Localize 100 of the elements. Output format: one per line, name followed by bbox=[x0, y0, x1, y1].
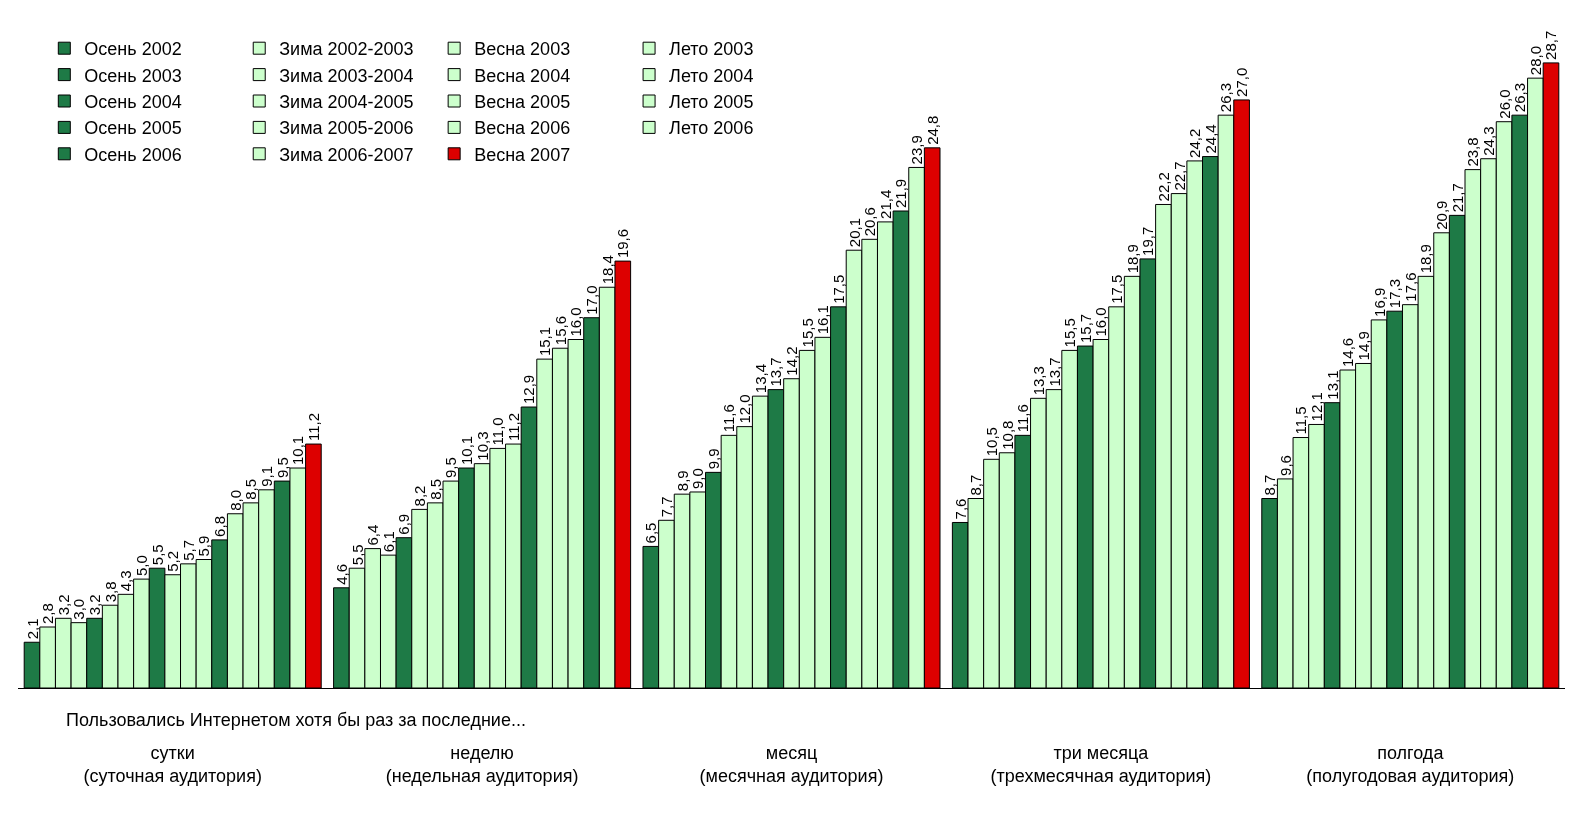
data-label: 17,5 bbox=[1108, 274, 1126, 304]
legend-label: Лето 2003 bbox=[669, 39, 754, 60]
data-label: 3,8 bbox=[101, 581, 119, 603]
data-label: 24,4 bbox=[1201, 124, 1219, 154]
data-label: 6,5 bbox=[642, 522, 660, 544]
data-label: 6,8 bbox=[211, 516, 229, 537]
data-label: 19,7 bbox=[1139, 226, 1157, 256]
legend-label: Лето 2005 bbox=[669, 92, 754, 113]
x-tick-label: полгода (полугодовая аудитория) bbox=[1306, 742, 1515, 786]
data-label: 9,5 bbox=[442, 457, 460, 479]
data-label: 17,6 bbox=[1401, 272, 1419, 302]
data-label: 26,3 bbox=[1217, 82, 1235, 113]
data-label: 9,1 bbox=[257, 465, 275, 487]
data-label: 22,2 bbox=[1154, 172, 1172, 202]
legend-label: Зима 2002-2003 bbox=[279, 39, 414, 60]
data-label: 16,0 bbox=[1092, 307, 1110, 337]
data-label: 15,7 bbox=[1076, 313, 1094, 344]
data-label: 3,2 bbox=[86, 594, 104, 616]
data-label: 27,0 bbox=[1233, 67, 1251, 97]
data-label: 2,8 bbox=[39, 603, 57, 625]
x-tick-label: три месяца (трехмесячная аудитория) bbox=[990, 742, 1212, 786]
data-label: 26,0 bbox=[1495, 89, 1513, 119]
data-label: 5,0 bbox=[132, 555, 150, 577]
legend-label: Осень 2002 bbox=[84, 39, 182, 60]
data-label: 20,9 bbox=[1433, 200, 1451, 230]
legend-label: Зима 2005-2006 bbox=[279, 118, 414, 139]
data-label: 9,6 bbox=[1276, 455, 1294, 476]
data-label: 5,2 bbox=[164, 550, 182, 572]
data-label: 10,1 bbox=[457, 435, 475, 466]
text: Пользовались Интернетом хотя бы раз за последние... bbox=[66, 710, 526, 730]
data-label: 26,3 bbox=[1511, 82, 1529, 113]
data-label: 3,2 bbox=[54, 594, 72, 616]
data-label: 6,4 bbox=[364, 524, 382, 546]
legend-label: Зима 2003-2004 bbox=[279, 65, 414, 86]
data-label: 16,1 bbox=[814, 305, 832, 335]
data-label: 10,3 bbox=[473, 431, 491, 461]
data-label: 4,6 bbox=[332, 563, 350, 585]
data-label: 14,2 bbox=[783, 346, 800, 376]
data-label: 23,9 bbox=[908, 135, 926, 165]
data-label: 8,0 bbox=[226, 489, 244, 511]
data-label: 17,0 bbox=[583, 285, 601, 315]
data-label: 15,5 bbox=[798, 318, 816, 348]
data-label: 9,9 bbox=[704, 448, 722, 470]
data-label: 28,7 bbox=[1542, 30, 1560, 60]
data-label: 8,9 bbox=[673, 470, 691, 492]
data-label: 24,3 bbox=[1479, 126, 1497, 156]
legend-label: Осень 2006 bbox=[84, 144, 182, 165]
data-label: 14,9 bbox=[1354, 331, 1372, 361]
data-label: 6,9 bbox=[395, 513, 413, 535]
data-label: 7,6 bbox=[951, 498, 969, 520]
legend-label: Весна 2005 bbox=[474, 92, 571, 113]
data-label: 11,0 bbox=[489, 417, 507, 446]
data-label: 11,2 bbox=[504, 412, 522, 442]
data-label: 8,7 bbox=[967, 474, 985, 496]
data-label: 18,4 bbox=[598, 255, 616, 285]
legend-label: Осень 2003 bbox=[84, 65, 182, 86]
data-label: 9,0 bbox=[689, 468, 707, 489]
data-label: 11,2 bbox=[304, 412, 322, 442]
data-label: 13,1 bbox=[1323, 370, 1341, 400]
data-label: 23,8 bbox=[1464, 137, 1482, 167]
data-label: 7,7 bbox=[657, 496, 675, 518]
data-label: 21,7 bbox=[1448, 183, 1466, 213]
data-label: 10,8 bbox=[998, 420, 1016, 450]
data-label: 24,2 bbox=[1186, 128, 1204, 158]
x-tick-label: месяц (месячная аудитория) bbox=[699, 742, 884, 786]
data-label: 17,3 bbox=[1386, 279, 1404, 309]
legend-label: Осень 2005 bbox=[84, 118, 182, 139]
x-tick-label: неделю (недельная аудитория) bbox=[385, 742, 579, 786]
data-label: 20,6 bbox=[861, 207, 879, 237]
data-label: 19,6 bbox=[614, 228, 632, 259]
data-label: 13,7 bbox=[767, 357, 785, 387]
legend-label: Весна 2006 bbox=[474, 118, 571, 139]
data-label: 5,5 bbox=[148, 544, 166, 566]
data-label: 11,6 bbox=[1014, 404, 1032, 433]
data-label: 22,7 bbox=[1170, 161, 1188, 191]
data-label: 12,0 bbox=[736, 394, 754, 424]
data-label: 13,3 bbox=[1029, 366, 1047, 396]
data-label: 18,9 bbox=[1123, 244, 1141, 274]
data-label: 17,5 bbox=[829, 274, 847, 304]
data-label: 3,0 bbox=[70, 598, 88, 620]
data-label: 12,1 bbox=[1308, 392, 1326, 422]
data-label: 15,5 bbox=[1061, 318, 1079, 348]
data-label: 20,1 bbox=[845, 218, 863, 248]
data-label: 13,7 bbox=[1045, 357, 1063, 387]
data-label: 2,1 bbox=[23, 618, 41, 640]
data-label: 10,5 bbox=[982, 427, 1000, 457]
data-label: 9,5 bbox=[273, 457, 291, 479]
legend-label: Зима 2006-2007 bbox=[279, 144, 414, 165]
data-label: 14,6 bbox=[1339, 337, 1357, 367]
x-tick-label: сутки (суточная аудитория) bbox=[83, 742, 262, 786]
data-label: 21,4 bbox=[876, 189, 894, 219]
legend-label: Весна 2007 bbox=[474, 144, 571, 165]
data-label: 4,3 bbox=[117, 570, 135, 592]
data-label: 16,9 bbox=[1370, 287, 1388, 317]
data-label: 28,0 bbox=[1526, 45, 1544, 76]
data-label: 8,5 bbox=[426, 479, 444, 500]
data-label: 8,5 bbox=[242, 479, 260, 500]
data-label: 5,7 bbox=[179, 539, 197, 561]
data-label: 6,1 bbox=[379, 531, 397, 553]
data-label: 8,7 bbox=[1261, 474, 1279, 496]
